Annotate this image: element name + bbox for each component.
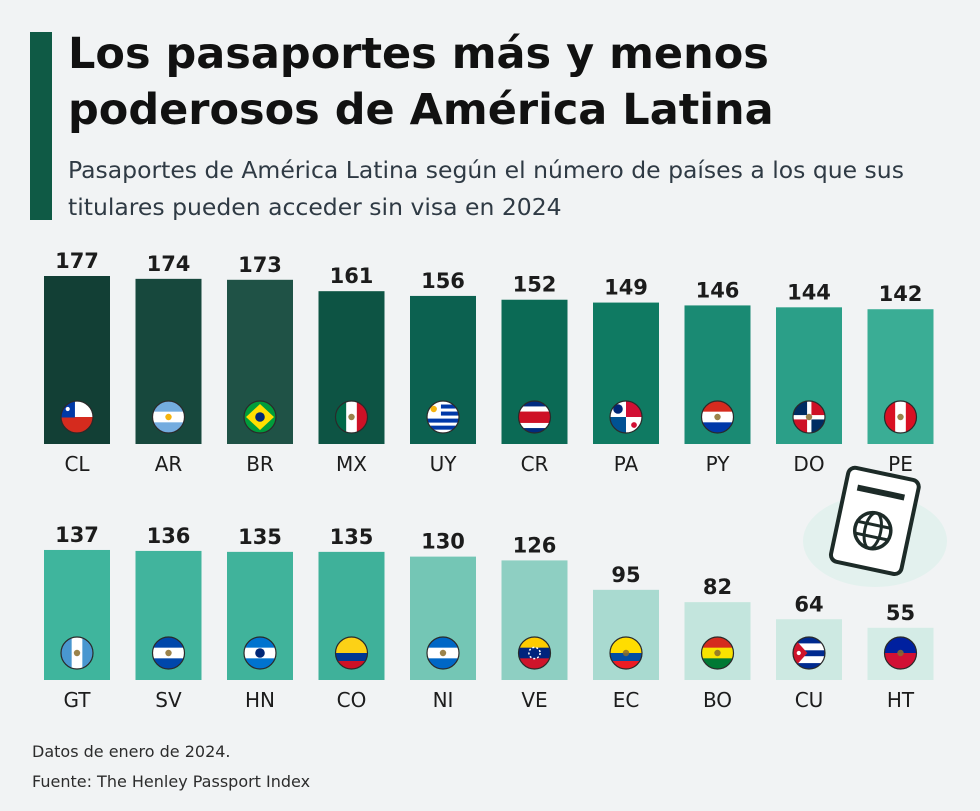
flag-ht-icon [884,637,917,669]
flag-pe-icon [884,401,917,433]
bar-group-ve: 126 VE [501,533,568,712]
bar-group-ht: 55 HT [867,601,934,712]
category-label-hn: HN [245,688,275,712]
category-label-do: DO [793,452,824,476]
value-label-pe: 142 [879,282,923,306]
passport-globe-icon [803,465,947,587]
category-label-co: CO [337,688,367,712]
bar-group-cu: 64 CU [776,592,842,712]
value-label-ar: 174 [147,252,191,276]
data-note: Datos de enero de 2024. [32,742,231,761]
category-label-gt: GT [63,688,91,712]
bar-chart: 177 CL 174 AR 173 BR 161 MX 156 UY 152 CR 149 PA 146 PY… [44,249,934,712]
chart-title: Los pasaportes más y menos poderosos de … [68,29,774,135]
bar-group-ar: 174 AR [135,252,202,476]
category-label-pe: PE [888,452,913,476]
bar-group-pe: 142 PE [867,282,934,476]
value-label-ht: 55 [886,601,915,625]
flag-uy-icon [427,401,459,433]
title-accent-bar [30,32,52,220]
bar-group-bo: 82 BO [684,575,751,712]
category-label-ar: AR [155,452,183,476]
flag-co-icon [335,637,368,669]
value-label-cl: 177 [55,249,99,273]
value-label-do: 144 [787,280,831,304]
category-label-ec: EC [613,688,640,712]
value-label-gt: 137 [55,523,99,547]
value-label-ec: 95 [611,563,640,587]
bar-group-ec: 95 EC [593,563,659,712]
flag-ec-icon [610,637,642,669]
category-label-py: PY [706,452,731,476]
category-label-ht: HT [887,688,915,712]
flag-ni-icon [427,637,459,669]
bar-group-ni: 130 NI [410,530,476,712]
flag-ar-icon [152,401,185,433]
category-label-cu: CU [795,688,824,712]
flag-ve-icon [518,637,551,669]
value-label-uy: 156 [421,269,465,293]
value-label-ve: 126 [513,533,557,557]
value-label-cu: 64 [794,592,823,616]
value-label-bo: 82 [703,575,732,599]
value-label-br: 173 [238,253,282,277]
category-label-ve: VE [521,688,547,712]
flag-cl-icon [61,401,93,433]
bar-group-gt: 137 GT [44,523,110,712]
category-label-cr: CR [521,452,549,476]
bar-group-do: 144 DO [776,280,842,476]
value-label-hn: 135 [238,525,282,549]
flag-py-icon [701,401,734,433]
value-label-py: 146 [696,278,740,302]
bar-group-hn: 135 HN [227,525,293,712]
category-label-sv: SV [155,688,182,712]
source-note: Fuente: The Henley Passport Index [32,772,311,791]
flag-hn-icon [244,637,276,669]
value-label-ni: 130 [421,530,465,554]
bar-group-uy: 156 UY [410,269,476,476]
flag-gt-icon [61,637,93,669]
category-label-bo: BO [703,688,732,712]
flag-cu-icon [793,637,825,669]
value-label-cr: 152 [513,273,557,297]
bar-group-br: 173 BR [227,253,293,476]
flag-br-icon [244,401,276,433]
category-label-uy: UY [430,452,458,476]
bar-group-cl: 177 CL [44,249,110,476]
value-label-pa: 149 [604,276,648,300]
category-label-br: BR [246,452,274,476]
category-label-mx: MX [336,452,367,476]
bar-group-sv: 136 SV [135,524,202,712]
category-label-ni: NI [433,688,454,712]
flag-mx-icon [335,401,368,433]
bar-group-py: 146 PY [684,278,751,476]
flag-cr-icon [518,401,551,433]
value-label-mx: 161 [330,264,374,288]
value-label-co: 135 [330,525,374,549]
flag-sv-icon [152,637,185,669]
category-label-cl: CL [64,452,90,476]
flag-bo-icon [701,637,734,669]
bar-group-mx: 161 MX [318,264,385,476]
chart-subtitle: Pasaportes de América Latina según el nú… [68,156,904,221]
value-label-sv: 136 [147,524,191,548]
category-label-pa: PA [614,452,639,476]
bar-group-cr: 152 CR [501,273,568,476]
bar-group-co: 135 CO [318,525,385,712]
bar-group-pa: 149 PA [593,276,659,476]
